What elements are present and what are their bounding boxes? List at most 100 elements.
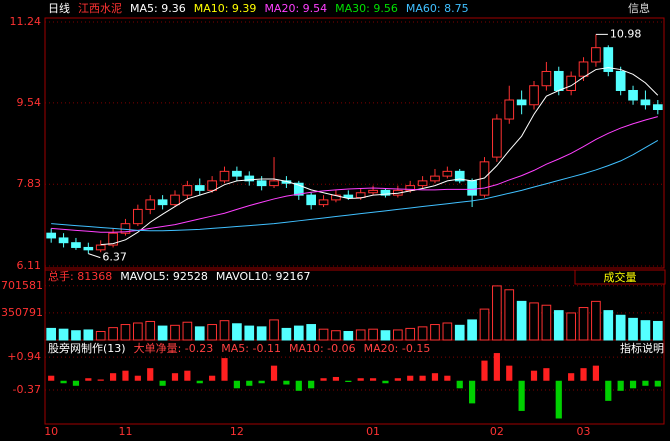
volume-bar — [492, 285, 502, 341]
net-bar — [369, 378, 377, 381]
x-tick-label: 11 — [118, 425, 132, 438]
volume-bar — [207, 324, 217, 341]
net-bar — [48, 375, 55, 381]
candle-body — [46, 232, 57, 239]
y-tick-label: -0.37 — [13, 383, 41, 396]
y-tick-label: 701581 — [1, 279, 43, 292]
volume-bar — [108, 327, 118, 341]
low-annotation: 6.37 — [102, 251, 127, 264]
candle-body — [529, 85, 539, 106]
net-bar — [221, 358, 228, 381]
ma-line — [51, 116, 658, 233]
volume-bar — [71, 330, 81, 341]
net-bar — [357, 378, 364, 381]
volume-bar — [603, 310, 614, 341]
volume-bar — [157, 325, 168, 341]
x-tick-label: 03 — [577, 425, 591, 438]
candle-body — [454, 170, 465, 182]
volume-bar — [529, 302, 539, 341]
net-bar — [481, 360, 488, 381]
candle-body — [182, 185, 193, 196]
volume-bar — [417, 326, 428, 341]
candle-body — [95, 244, 106, 251]
net-bar — [493, 353, 500, 381]
candle-body — [83, 246, 94, 251]
x-tick-label: 01 — [366, 425, 380, 438]
candle-body — [232, 170, 242, 177]
net-bar — [617, 380, 624, 391]
net-bar — [506, 365, 513, 381]
ma-line — [51, 139, 659, 232]
indicator-label: 股旁网制作(13) — [48, 341, 126, 355]
candle-body — [442, 170, 453, 177]
net-bar — [147, 368, 154, 381]
net-bar — [407, 375, 414, 381]
volume-bar — [467, 319, 477, 341]
candle-body — [120, 223, 131, 234]
candle-body — [566, 75, 576, 91]
volume-bar — [219, 320, 230, 341]
net-bar — [654, 380, 661, 387]
net-bar — [233, 380, 240, 389]
annot-line — [88, 253, 101, 259]
volume-bar — [479, 308, 490, 341]
volume-bar — [182, 321, 193, 341]
volume-bar — [454, 324, 465, 341]
indicator-label: MA5: -0.11 — [221, 342, 281, 355]
volume-bar — [95, 331, 106, 341]
indicator-label: MA20: -0.15 — [364, 342, 431, 355]
button[interactable]: 指 — [610, 1, 621, 15]
candle-body — [194, 185, 205, 191]
candle-body — [343, 194, 354, 199]
volume-bar — [331, 330, 341, 341]
candle-body — [516, 99, 527, 106]
net-bar — [394, 378, 401, 381]
ma-label: MA60: 8.75 — [406, 2, 469, 15]
volume-bar — [368, 328, 378, 341]
candle-body — [380, 189, 391, 196]
y-tick-label: 9.54 — [17, 96, 42, 109]
net-bar — [555, 380, 562, 419]
net-bar — [469, 380, 476, 404]
net-bar — [320, 378, 327, 381]
volume-bar — [578, 307, 589, 341]
net-bar — [134, 375, 141, 381]
indicator-help[interactable]: 指标说明 — [620, 341, 664, 355]
indicator-label: 大单净量: -0.23 — [134, 341, 214, 355]
candle-body — [553, 70, 564, 91]
candle-body — [591, 47, 601, 63]
volume-label: 总手: 81368 — [48, 269, 112, 283]
volume-bar — [244, 325, 255, 341]
volume-bar — [269, 319, 279, 341]
candle-body — [256, 180, 267, 187]
net-bar — [332, 376, 340, 381]
candle-body — [603, 47, 614, 72]
volume-bar — [591, 300, 601, 341]
volume-bar — [504, 289, 515, 341]
period: 日线 — [48, 1, 70, 15]
candle-body — [108, 232, 118, 246]
net-bar — [431, 373, 439, 381]
panel-box — [574, 269, 666, 285]
y-tick-label: +0.94 — [7, 350, 41, 363]
volume-bar — [232, 323, 242, 341]
candle-body — [615, 70, 626, 91]
button[interactable]: 信息 — [628, 1, 650, 15]
volume-bar — [615, 314, 626, 341]
net-bar — [72, 380, 80, 386]
net-bar — [109, 373, 117, 381]
volume-bar — [145, 320, 156, 341]
ma-line — [100, 67, 659, 246]
net-bar — [85, 378, 92, 381]
volume-bar — [281, 327, 292, 341]
net-bar — [642, 380, 649, 386]
net-bar — [171, 373, 179, 381]
volume-bar — [405, 327, 416, 341]
volume-bar — [392, 329, 403, 341]
candle-body — [368, 189, 378, 194]
net-bar — [283, 380, 290, 385]
y-tick-label: 350791 — [1, 306, 43, 319]
candle-body — [640, 99, 651, 106]
volume-bar — [343, 331, 354, 341]
net-bar — [97, 379, 104, 381]
